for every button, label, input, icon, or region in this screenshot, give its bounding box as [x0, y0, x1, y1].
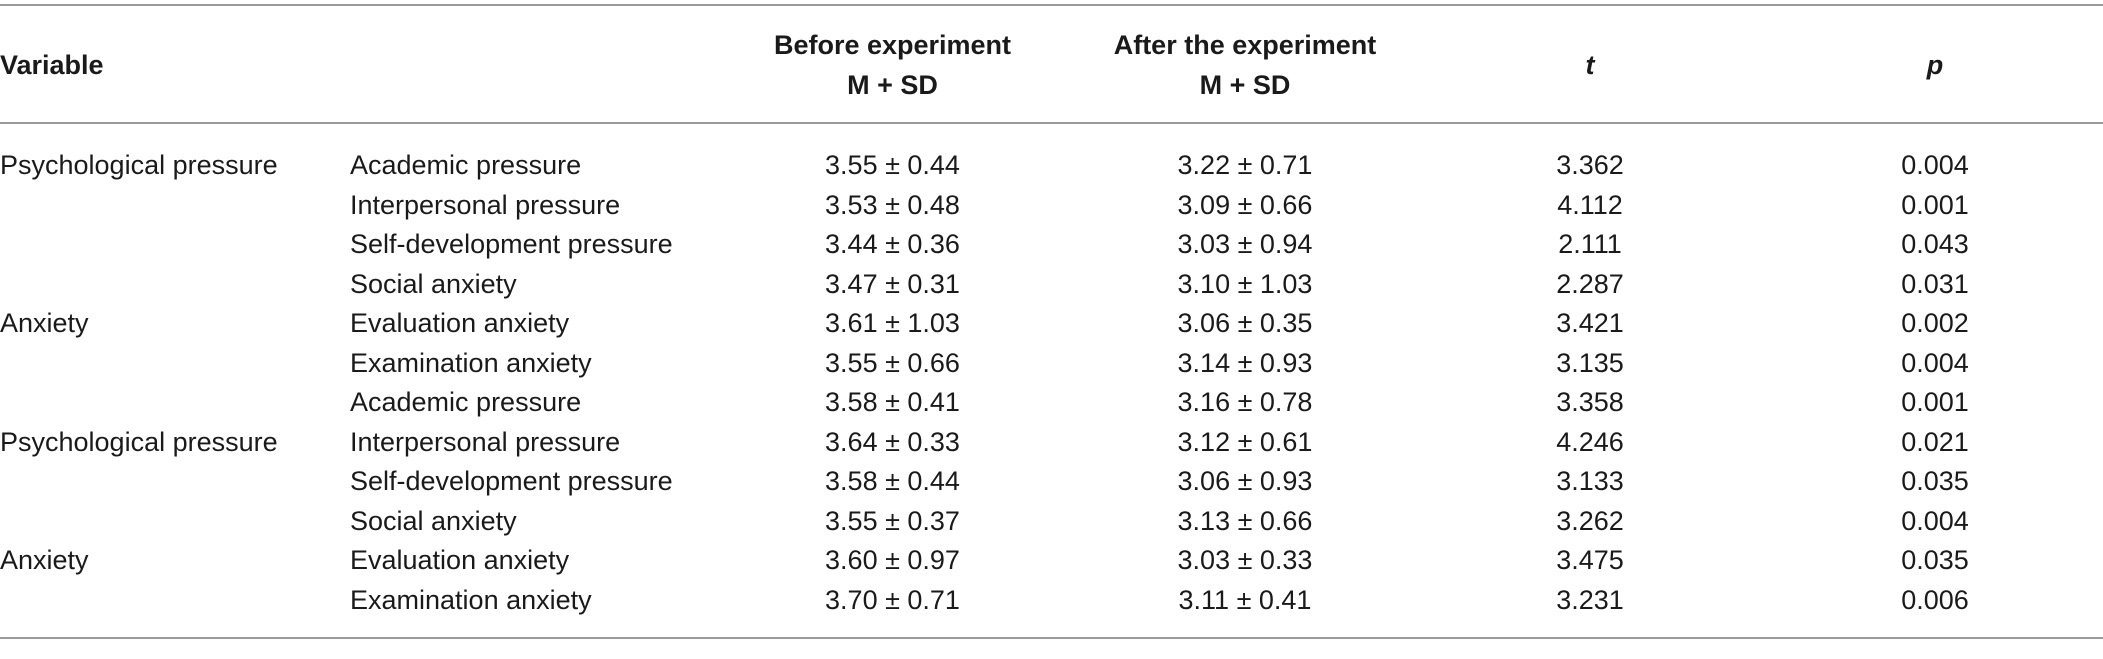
- row-variable: Anxiety: [0, 308, 89, 338]
- row-subscale: Examination anxiety: [350, 348, 592, 378]
- header-after-line2: M + SD: [1199, 70, 1291, 100]
- row-p-value: 0.031: [1901, 269, 1969, 299]
- row-p-value: 0.004: [1901, 348, 1969, 378]
- row-p-value: 0.001: [1901, 190, 1969, 220]
- header-p: p: [1926, 50, 1944, 80]
- row-after-value: 3.14 ± 0.93: [1177, 348, 1313, 378]
- row-subscale: Examination anxiety: [350, 585, 592, 615]
- row-t-value: 3.231: [1556, 585, 1624, 615]
- row-t-value: 2.111: [1558, 229, 1622, 259]
- row-t-value: 2.287: [1556, 269, 1624, 299]
- row-p-value: 0.002: [1901, 308, 1969, 338]
- row-before-value: 3.47 ± 0.31: [825, 269, 960, 299]
- row-p-value: 0.035: [1901, 545, 1969, 575]
- row-subscale: Academic pressure: [350, 150, 582, 180]
- row-after-value: 3.06 ± 0.93: [1177, 466, 1313, 496]
- row-t-value: 3.133: [1556, 466, 1624, 496]
- table-bottom-rule: [0, 637, 2103, 639]
- row-p-value: 0.021: [1901, 427, 1969, 457]
- row-p-value: 0.004: [1901, 506, 1969, 536]
- header-t: t: [1585, 50, 1595, 80]
- row-before-value: 3.55 ± 0.37: [825, 506, 960, 536]
- row-after-value: 3.22 ± 0.71: [1177, 150, 1313, 180]
- row-variable: Anxiety: [0, 545, 89, 575]
- row-subscale: Social anxiety: [350, 506, 517, 536]
- row-after-value: 3.16 ± 0.78: [1177, 387, 1313, 417]
- row-before-value: 3.60 ± 0.97: [825, 545, 960, 575]
- row-t-value: 3.135: [1556, 348, 1624, 378]
- row-before-value: 3.64 ± 0.33: [825, 427, 960, 457]
- row-after-value: 3.12 ± 0.61: [1177, 427, 1313, 457]
- row-t-value: 3.421: [1556, 308, 1624, 338]
- row-t-value: 3.262: [1556, 506, 1624, 536]
- row-after-value: 3.03 ± 0.33: [1177, 545, 1313, 575]
- table-header-rule: [0, 122, 2103, 124]
- row-t-value: 3.358: [1556, 387, 1624, 417]
- row-subscale: Evaluation anxiety: [350, 308, 570, 338]
- row-before-value: 3.53 ± 0.48: [825, 190, 960, 220]
- row-after-value: 3.06 ± 0.35: [1177, 308, 1313, 338]
- row-p-value: 0.043: [1901, 229, 1969, 259]
- row-p-value: 0.004: [1901, 150, 1969, 180]
- row-t-value: 4.112: [1557, 190, 1623, 220]
- row-p-value: 0.006: [1901, 585, 1969, 615]
- row-t-value: 4.246: [1556, 427, 1624, 457]
- row-before-value: 3.44 ± 0.36: [825, 229, 960, 259]
- row-subscale: Self-development pressure: [350, 229, 673, 259]
- row-before-value: 3.58 ± 0.41: [825, 387, 960, 417]
- row-t-value: 3.362: [1556, 150, 1624, 180]
- header-after-line1: After the experiment: [1113, 30, 1377, 60]
- header-variable: Variable: [0, 50, 104, 80]
- row-subscale: Interpersonal pressure: [350, 190, 621, 220]
- row-variable: Psychological pressure: [0, 150, 278, 180]
- row-before-value: 3.55 ± 0.44: [825, 150, 960, 180]
- header-before-line1: Before experiment: [773, 30, 1012, 60]
- row-before-value: 3.70 ± 0.71: [825, 585, 960, 615]
- row-subscale: Interpersonal pressure: [350, 427, 621, 457]
- row-p-value: 0.035: [1901, 466, 1969, 496]
- row-before-value: 3.55 ± 0.66: [825, 348, 960, 378]
- row-after-value: 3.09 ± 0.66: [1177, 190, 1313, 220]
- row-subscale: Evaluation anxiety: [350, 545, 570, 575]
- row-t-value: 3.475: [1556, 545, 1624, 575]
- table-top-rule: [0, 4, 2103, 6]
- row-subscale: Self-development pressure: [350, 466, 673, 496]
- row-after-value: 3.03 ± 0.94: [1177, 229, 1313, 259]
- row-after-value: 3.10 ± 1.03: [1177, 269, 1313, 299]
- row-before-value: 3.58 ± 0.44: [825, 466, 960, 496]
- row-variable: Psychological pressure: [0, 427, 278, 457]
- row-p-value: 0.001: [1901, 387, 1969, 417]
- header-before-line2: M + SD: [847, 70, 938, 100]
- row-after-value: 3.13 ± 0.66: [1177, 506, 1313, 536]
- row-subscale: Social anxiety: [350, 269, 517, 299]
- row-after-value: 3.11 ± 0.41: [1178, 585, 1312, 615]
- row-before-value: 3.61 ± 1.03: [825, 308, 960, 338]
- row-subscale: Academic pressure: [350, 387, 582, 417]
